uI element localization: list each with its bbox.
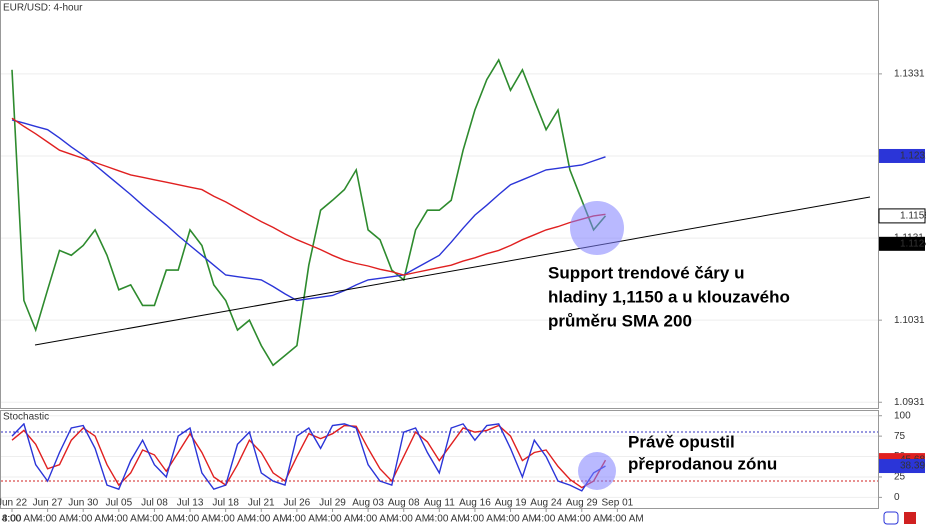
x-tick-label: Jul 08 <box>141 498 168 509</box>
x-time-label: 4:00 AM <box>2 514 39 525</box>
x-time-label: 4:00 AM <box>429 514 466 525</box>
series-line <box>11 422 606 492</box>
price-marker <box>878 208 926 224</box>
y-tick-label: 1.1031 <box>894 315 925 326</box>
series-line <box>11 58 607 367</box>
icon[interactable] <box>904 512 916 524</box>
price-panel <box>0 0 879 409</box>
y-tick-label: 25 <box>894 472 906 483</box>
x-time-label: 4:00 AM <box>144 514 181 525</box>
x-tick-label: Jun 27 <box>33 498 63 509</box>
x-time-label: 4:00 AM <box>607 514 644 525</box>
x-tick-label: Aug 03 <box>352 498 384 509</box>
y-tick-label: 0 <box>894 492 900 503</box>
price-marker <box>879 148 925 163</box>
price-marker <box>879 459 925 474</box>
series-line <box>11 424 607 489</box>
x-tick-label: Aug 24 <box>530 498 562 509</box>
x-time-label: 4:00 AM <box>322 514 359 525</box>
price-marker-label: 38.39 <box>900 461 925 472</box>
price-marker-label: 1.1158 <box>900 211 926 222</box>
x-tick-label: Jul 18 <box>212 498 239 509</box>
x-time-label: 4:00 AM <box>215 514 252 525</box>
x-tick-label: Jul 26 <box>284 498 311 509</box>
x-tick-label: Jul 29 <box>319 498 346 509</box>
stochastic-title: Stochastic <box>3 412 49 423</box>
trendline <box>34 196 871 346</box>
x-time-label: 4:00 AM <box>571 514 608 525</box>
x-time-label: 4:00 AM <box>358 514 395 525</box>
x-tick-label: Jul 13 <box>177 498 204 509</box>
annotation: Support trendové čáry u <box>548 263 744 282</box>
annotation: Právě opustil <box>628 432 735 451</box>
x-tick-label: Jun 22 <box>0 498 27 509</box>
icon[interactable] <box>883 511 899 525</box>
x-time-label: 4:00 AM <box>180 514 217 525</box>
highlight-circle <box>570 201 624 255</box>
x-time-label: 4:00 AM <box>108 514 145 525</box>
x-time-label: 4:00 AM <box>37 514 74 525</box>
series-line <box>11 117 606 276</box>
x-tick-label: Aug 19 <box>495 498 527 509</box>
price-marker-label: 1.1124 <box>900 238 926 249</box>
annotation: průměru SMA 200 <box>548 311 692 330</box>
title-box <box>1 411 43 423</box>
y-tick-label: 75 <box>894 431 906 442</box>
x-time-label: 4:00 AM <box>73 514 110 525</box>
x-tick-label: Aug 16 <box>459 498 491 509</box>
x-tick-label: Jun 30 <box>68 498 98 509</box>
x-tick-label: Jul 21 <box>248 498 275 509</box>
x-time-label: 4:00 AM <box>500 514 537 525</box>
x-tick-label: Aug 29 <box>566 498 598 509</box>
x-tick-label: Aug 11 <box>424 498 455 509</box>
chart-title: EUR/USD: 4-hour <box>3 3 83 14</box>
annotation: hladiny 1,1150 a u klouzavého <box>548 287 790 306</box>
x-tick-label: Sep 01 <box>602 498 634 509</box>
y-tick-label: 1.0931 <box>894 397 925 408</box>
price-marker <box>879 236 925 251</box>
series-line <box>11 119 606 302</box>
x-tick-label: Jul 05 <box>105 498 132 509</box>
x-tick-label: Aug 08 <box>388 498 420 509</box>
y-tick-label: 1.1331 <box>894 69 925 80</box>
highlight-circle <box>578 452 616 490</box>
x-time-label: 4:00 AM <box>393 514 430 525</box>
y-tick-label: 100 <box>894 410 911 421</box>
title-box <box>1 1 73 15</box>
x-time-label: 4:00 AM <box>536 514 573 525</box>
x-time-label: 4:00 AM <box>251 514 288 525</box>
annotation: přeprodanou zónu <box>628 454 777 473</box>
x-time-label: 4:00 AM <box>287 514 324 525</box>
x-time-label: 4:00 AM <box>465 514 502 525</box>
x-start-label: 8:00 <box>2 514 22 525</box>
